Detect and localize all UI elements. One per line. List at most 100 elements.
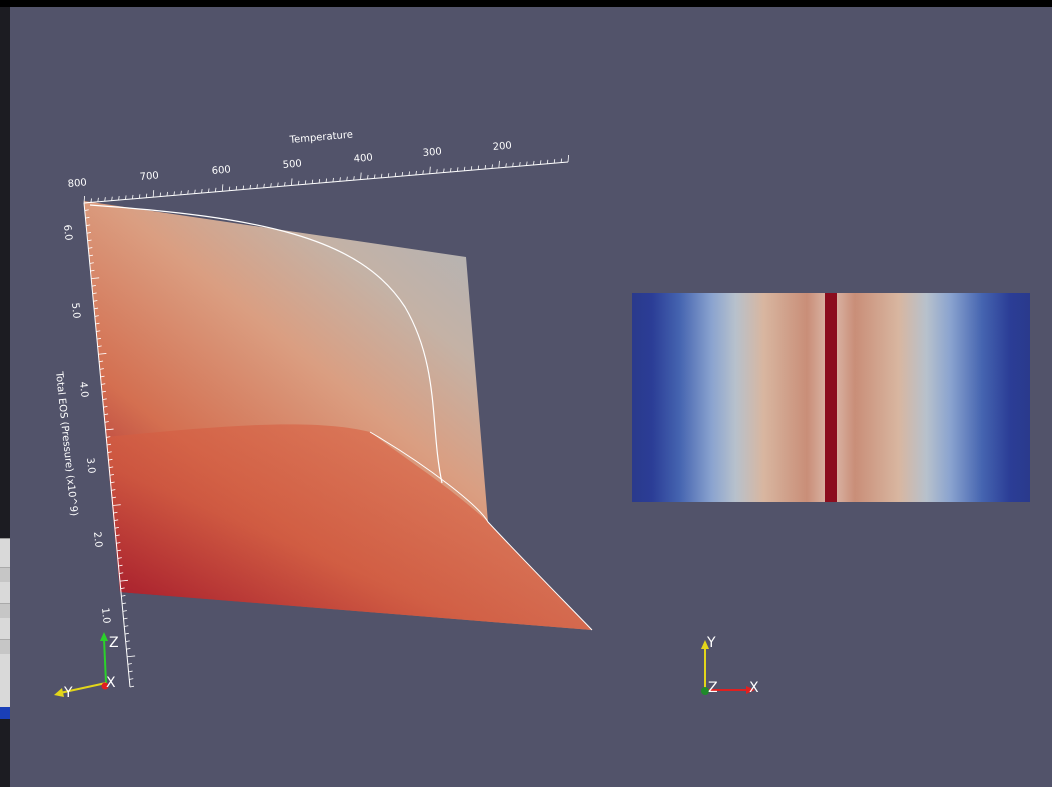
pressure-tick-mark: [88, 247, 93, 249]
temperature-tick-mark: [367, 174, 369, 180]
pressure-tick-mark: [96, 330, 101, 332]
temperature-tick-mark: [526, 161, 528, 166]
pressure-tick-mark: [111, 489, 116, 491]
temperature-tick-mark: [201, 188, 203, 194]
render-canvas[interactable]: Temperature 800 700 600 500 400 300 200 …: [10, 7, 1052, 787]
temp-tick-label: 200: [492, 140, 512, 153]
pressure-tick-mark: [96, 337, 102, 340]
pressure-tick-mark: [120, 587, 125, 590]
pressure-tick-mark: [111, 496, 117, 499]
temperature-tick-mark: [567, 154, 569, 163]
temperature-tick-mark: [297, 180, 300, 185]
pressure-tick-mark: [112, 504, 121, 506]
temperature-tick-mark: [477, 165, 480, 170]
temperature-tick-mark: [505, 163, 507, 168]
pressure-tick-mark: [121, 595, 126, 597]
pressure-tick-mark: [114, 526, 119, 529]
pressure-tick-mark: [99, 368, 104, 370]
pressure-tick-mark: [106, 436, 111, 438]
panel-row[interactable]: [0, 567, 10, 582]
pressure-tick-labels: 6.0 5.0 4.0 3.0 2.0 1.0: [61, 224, 112, 624]
pressure-tick-mark: [97, 345, 102, 348]
pressure-tick-mark: [93, 300, 98, 302]
eos-contour-line: [89, 204, 443, 484]
right-2d-view[interactable]: Y Z X: [632, 293, 1030, 696]
pressure-tick-mark: [115, 534, 120, 537]
y-arrowhead: [54, 688, 64, 697]
pressure-tick-mark: [108, 458, 113, 461]
pressure-tick-mark: [101, 383, 106, 385]
pressure-tick-mark: [98, 353, 107, 355]
temperature-tick-mark: [187, 190, 189, 195]
pressure-tick-mark: [99, 360, 104, 363]
pressure-tick-mark: [93, 307, 99, 310]
temperature-tick-mark: [138, 194, 141, 199]
temperature-tick-mark: [519, 162, 521, 167]
temperature-tick-mark: [166, 191, 168, 197]
temperature-tick-mark: [194, 189, 196, 194]
pressure-tick-mark: [101, 390, 107, 393]
temp-tick-label: 700: [139, 170, 159, 183]
pressure-tick-label: 3.0: [84, 457, 97, 474]
temperature-tick-mark: [256, 184, 258, 189]
pressure-tick-mark: [104, 421, 109, 423]
pressure-tick-mark: [105, 428, 114, 431]
temperature-tick-mark: [97, 197, 99, 202]
pressure-tick-mark: [123, 617, 128, 620]
pressure-tick-mark: [83, 201, 93, 204]
temperature-tick-mark: [394, 172, 397, 177]
partially-hidden-panel[interactable]: [0, 538, 10, 719]
temperature-tick-mark: [235, 186, 238, 191]
temperature-tick-mark: [353, 176, 355, 181]
temperature-tick-mark: [83, 195, 85, 204]
temperature-tick-mark: [208, 188, 210, 193]
pressure-tick-mark: [89, 262, 94, 264]
panel-row[interactable]: [0, 603, 10, 618]
pressure-tick-label: 4.0: [77, 381, 90, 398]
z-arrowhead: [100, 632, 108, 641]
x-axis-dot: [101, 682, 109, 690]
pressure-tick-mark: [86, 224, 91, 227]
temperature-axis-ticks: [83, 154, 569, 204]
pressure-tick-mark: [104, 413, 109, 416]
orient-label-z: Z: [109, 635, 119, 651]
pressure-tick-mark: [127, 663, 132, 665]
x-arrowhead: [746, 686, 755, 694]
pressure-tick-label: 6.0: [61, 224, 74, 241]
pressure-tick-mark: [113, 511, 118, 514]
temperature-tick-mark: [277, 182, 279, 187]
temperature-tick-mark: [374, 174, 376, 179]
pressure-tick-mark: [128, 670, 133, 673]
eos-surface-edge: [369, 431, 593, 631]
temp-tick-label: 800: [67, 177, 87, 190]
temperature-tick-mark: [125, 195, 127, 200]
pressure-tick-label: 2.0: [91, 531, 104, 548]
pressure-tick-mark: [117, 557, 122, 559]
pressure-tick-mark: [106, 443, 112, 446]
pressure-tick-mark: [87, 239, 92, 242]
pressure-tick-mark: [100, 375, 105, 378]
temperature-tick-mark: [456, 167, 459, 172]
temperature-tick-mark: [553, 159, 556, 164]
temperature-tick-mark: [118, 196, 120, 201]
pressure-tick-mark: [114, 519, 119, 522]
temperature-tick-mark: [401, 171, 404, 177]
temperature-tick-mark: [339, 177, 341, 182]
panel-row[interactable]: [0, 639, 10, 654]
pressure-tick-mark: [129, 685, 135, 688]
pressure-tick-mark: [119, 572, 124, 574]
temperature-tick-mark: [498, 160, 500, 168]
pressure-tick-mark: [126, 647, 131, 650]
render-viewport[interactable]: Temperature 800 700 600 500 400 300 200 …: [10, 7, 1052, 787]
temperature-tick-mark: [429, 166, 431, 174]
left-3d-view[interactable]: Temperature 800 700 600 500 400 300 200 …: [53, 130, 593, 701]
temperature-tick-mark: [463, 166, 466, 171]
temperature-tick-mark: [152, 190, 155, 198]
pressure-axis-ticks: [83, 201, 136, 688]
temperature-tick-mark: [145, 193, 148, 198]
temperature-tick-mark: [512, 162, 514, 167]
temperature-tick-mark: [491, 164, 493, 169]
panel-selection[interactable]: [0, 707, 10, 719]
temperature-tick-mark: [415, 170, 417, 175]
y-arrowhead: [701, 640, 709, 649]
